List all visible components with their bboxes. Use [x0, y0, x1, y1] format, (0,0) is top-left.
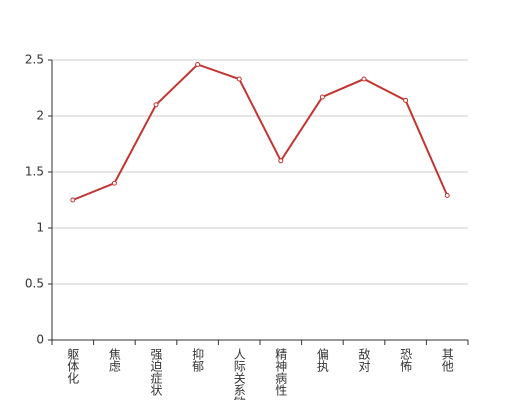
y-tick-label: 0 — [36, 333, 44, 347]
point — [236, 76, 242, 82]
point — [403, 97, 409, 103]
x-tick-label: 精神病性 — [274, 348, 288, 397]
point — [361, 76, 367, 82]
point — [444, 193, 450, 199]
line — [72, 63, 449, 201]
x-tick-label: 焦虑 — [107, 348, 121, 372]
point — [70, 197, 76, 203]
x-tick-label: 敌对 — [357, 347, 371, 372]
x-tick-label: 抑郁 — [191, 347, 205, 373]
point — [195, 61, 201, 67]
y-tick-label: 1 — [36, 221, 44, 235]
y-tick-label: 2.5 — [25, 53, 44, 67]
x-tick-label: 恐怖 — [399, 348, 413, 372]
x-tick-label: 偏执 — [315, 347, 329, 373]
x-tick-label: 其他 — [440, 348, 454, 372]
point — [319, 94, 325, 100]
x-tick-label: 躯体化 — [66, 347, 80, 385]
y-tick-label: 1.5 — [25, 165, 44, 179]
x-tick-label: 人际关系敏感 — [232, 348, 246, 400]
x-tick-label: 强迫症状 — [149, 348, 163, 396]
point — [111, 180, 117, 186]
point — [153, 102, 159, 108]
y-tick-label: 2 — [36, 109, 44, 123]
y-tick-label: 0.5 — [25, 277, 44, 291]
point — [278, 158, 284, 164]
